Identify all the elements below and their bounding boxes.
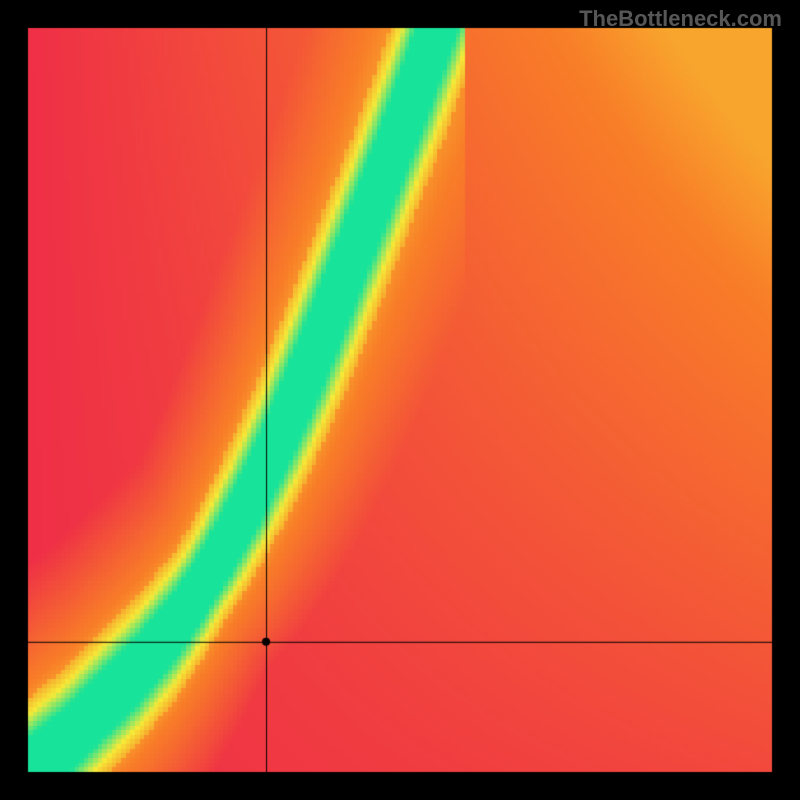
watermark-text: TheBottleneck.com [579, 6, 782, 32]
heatmap-canvas [0, 0, 800, 800]
